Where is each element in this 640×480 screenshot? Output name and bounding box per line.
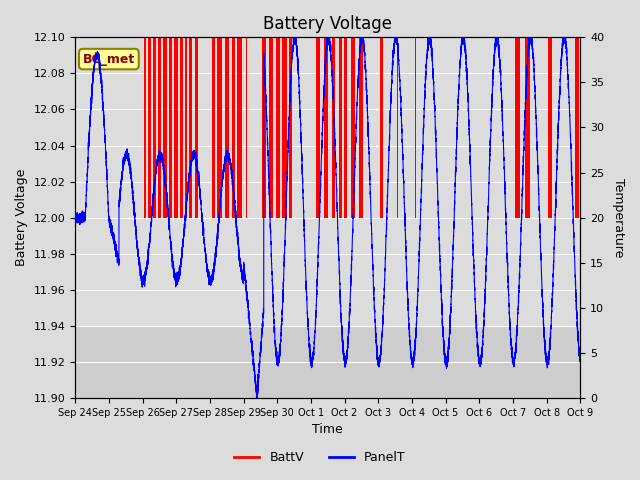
Bar [163,37,167,217]
Bar [152,37,156,217]
Bar [515,37,520,217]
Y-axis label: Temperature: Temperature [612,178,625,257]
Bar [237,37,242,217]
Bar [415,37,416,217]
Bar [212,37,215,217]
Bar [316,37,321,217]
Bar [246,37,247,217]
Bar [525,37,530,217]
Bar [548,37,552,217]
Bar [75,326,580,398]
Text: BC_met: BC_met [83,53,135,66]
Bar [380,37,383,217]
Title: Battery Voltage: Battery Voltage [263,15,392,33]
Bar [169,37,172,217]
Bar [351,37,355,217]
Bar [575,37,579,217]
Bar [324,37,328,217]
Bar [174,37,178,217]
Bar [276,37,280,217]
Y-axis label: Battery Voltage: Battery Voltage [15,169,28,266]
Bar [217,37,221,217]
Bar [184,37,187,217]
Bar [232,37,235,217]
Bar [225,37,229,217]
Bar [397,37,399,217]
Bar [344,37,348,217]
Bar [289,37,292,217]
Bar [358,37,363,217]
Bar [262,37,266,217]
Bar [189,37,193,217]
Bar [157,37,161,217]
Bar [180,37,183,217]
Bar [195,37,198,217]
Legend: BattV, PanelT: BattV, PanelT [229,446,411,469]
Bar [282,37,287,217]
Bar [148,37,151,217]
Bar [269,37,273,217]
Bar [339,37,342,217]
Bar [144,37,146,217]
X-axis label: Time: Time [312,423,343,436]
Bar [332,37,335,217]
